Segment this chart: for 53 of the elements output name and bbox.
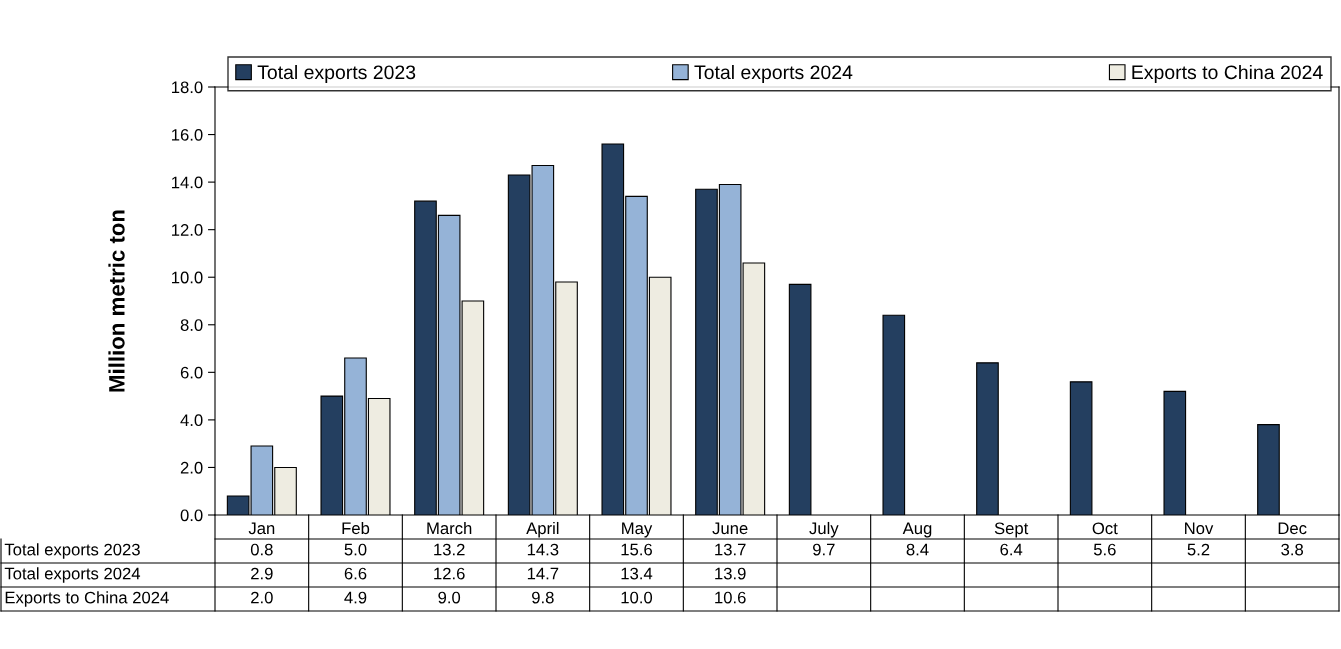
y-tick-label: 14.0 (172, 176, 203, 189)
x-tick-label: June (712, 522, 748, 535)
data-label: 14.3 (527, 543, 559, 556)
x-tick-label: May (622, 522, 653, 538)
x-tick-label: Aug (902, 522, 932, 538)
x-tick-label: March (427, 521, 472, 535)
text: Total exports 2023 (4, 543, 140, 559)
data-label: 13.4 (621, 567, 653, 580)
y-tick-label: 10.0 (172, 271, 203, 284)
x-tick-label: Nov (1185, 522, 1214, 535)
data-label: 5.2 (1187, 543, 1210, 556)
data-label: 12.6 (434, 567, 465, 580)
data-label: 8.4 (906, 543, 929, 556)
y-tick-label: 12.0 (172, 224, 203, 236)
legend-label: Exports to China 2024 (1132, 64, 1323, 84)
data-label: 2.0 (251, 591, 273, 604)
text: Total exports 2024 (4, 567, 141, 583)
data-label: 10.6 (715, 591, 746, 604)
data-label: 5.0 (344, 543, 367, 556)
legend-label: Total exports 2024 (694, 64, 853, 84)
data-label: 0.8 (250, 543, 273, 556)
legend-label: Total exports 2023 (257, 64, 416, 84)
data-label: 13.9 (715, 567, 746, 580)
data-label: 13.2 (434, 543, 465, 556)
y-tick-label: 4.0 (180, 414, 203, 427)
y-tick-label: 8.0 (180, 319, 203, 331)
x-tick-label: July (809, 521, 839, 538)
data-label: 6.6 (344, 567, 367, 580)
data-label: 10.0 (621, 591, 653, 604)
data-label: 14.7 (527, 567, 559, 580)
x-tick-label: Dec (1278, 522, 1307, 535)
data-label: 3.8 (1281, 543, 1304, 556)
y-tick-label: 2.0 (180, 461, 203, 474)
data-label: 4.9 (344, 591, 367, 604)
y-tick-label: 0.0 (180, 509, 203, 522)
data-label: 15.6 (621, 543, 652, 556)
x-tick-label: Oct (1092, 522, 1118, 535)
x-tick-label: Feb (342, 521, 370, 535)
data-label: 2.9 (251, 567, 273, 580)
x-tick-label: Sept (994, 522, 1029, 538)
data-label: 5.6 (1093, 543, 1116, 556)
data-label: 9.8 (532, 591, 554, 604)
x-tick-label: Jan (248, 522, 275, 535)
y-tick-label: 6.0 (180, 366, 203, 379)
y-tick-label: 16.0 (172, 128, 203, 141)
data-label: 6.4 (1000, 543, 1023, 556)
y-axis-title: Million metric ton (108, 210, 125, 392)
data-label: 13.7 (715, 543, 746, 556)
y-tick-label: 18.0 (172, 81, 203, 94)
text: Exports to China 2024 (5, 591, 169, 607)
data-label: 9.0 (438, 591, 461, 604)
data-label: 9.7 (813, 543, 835, 556)
x-tick-label: April (526, 521, 559, 538)
